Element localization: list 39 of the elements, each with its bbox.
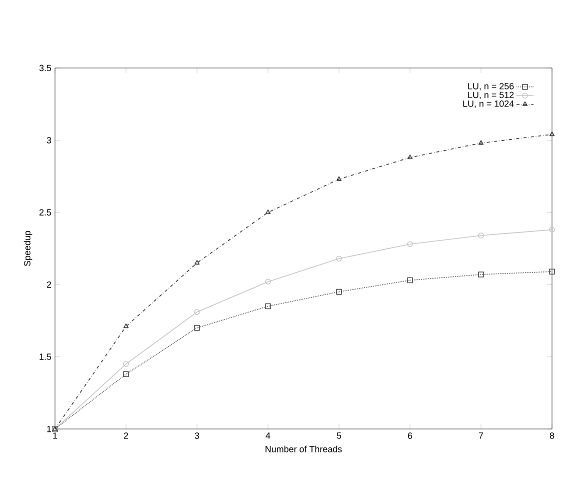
point (478, 140, 484, 145)
x-tick-label: 2 (124, 432, 128, 439)
point (123, 371, 129, 378)
x-tick-label: 1 (53, 432, 58, 439)
point (265, 303, 271, 310)
y-axis-title: Speedup (24, 230, 32, 266)
x-tick-label: 7 (478, 432, 484, 439)
x-tick-label: 3 (194, 432, 200, 439)
point (478, 232, 484, 238)
point (265, 278, 271, 285)
x-axis-title: Number of Threads (266, 446, 342, 452)
point (407, 154, 413, 160)
point (336, 176, 342, 181)
point (123, 324, 129, 328)
y-tick-label: 2 (46, 281, 52, 288)
point (265, 209, 271, 214)
point (123, 361, 129, 367)
y-tick-label: 2.5 (39, 209, 52, 216)
point (549, 132, 555, 136)
legend-label: LU, n = 256 (468, 82, 514, 90)
point (407, 241, 413, 248)
x-tick-label: 4 (266, 432, 270, 439)
y-tick-label: 3 (46, 137, 52, 144)
point (194, 309, 200, 315)
point (194, 325, 200, 331)
x-tick-label: 5 (336, 432, 342, 439)
x-tick-label: 6 (408, 432, 412, 439)
point (549, 268, 555, 274)
point (478, 272, 484, 278)
legend-label: LU, n = 512 (468, 92, 514, 100)
point (194, 260, 200, 265)
x-tick-label: 8 (550, 432, 554, 439)
point (407, 277, 413, 284)
y-tick-label: 1 (47, 426, 52, 432)
point (336, 288, 342, 295)
y-tick-label: 1.5 (40, 354, 52, 360)
point (336, 256, 342, 262)
y-tick-label: 3.5 (39, 64, 52, 72)
legend-label: LU, n = 1024 (463, 100, 514, 108)
